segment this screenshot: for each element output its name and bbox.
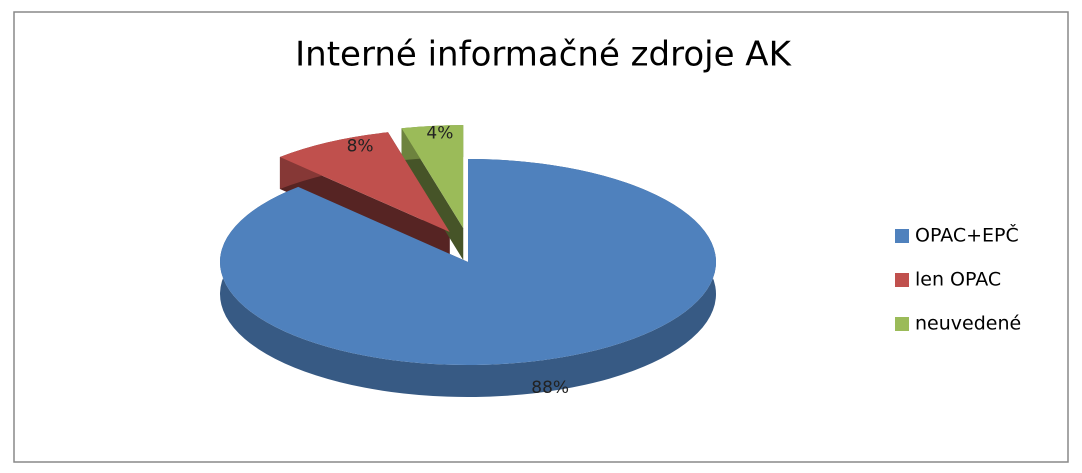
pie-slice — [401, 125, 464, 229]
data-label: 88% — [531, 378, 569, 398]
pie-side — [401, 128, 464, 261]
data-label: 8% — [347, 136, 374, 156]
legend-swatch — [895, 229, 909, 243]
chart-title: Interné informačné zdroje AK — [295, 35, 792, 75]
legend-swatch — [895, 317, 909, 331]
data-label: 4% — [426, 123, 453, 143]
legend-swatch — [895, 273, 909, 287]
pie-slice — [220, 159, 716, 365]
legend-label: neuvedené — [915, 313, 1021, 335]
pie-slice — [279, 132, 450, 233]
legend-label: OPAC+EPČ — [915, 223, 1019, 247]
legend-label: len OPAC — [915, 269, 1001, 291]
